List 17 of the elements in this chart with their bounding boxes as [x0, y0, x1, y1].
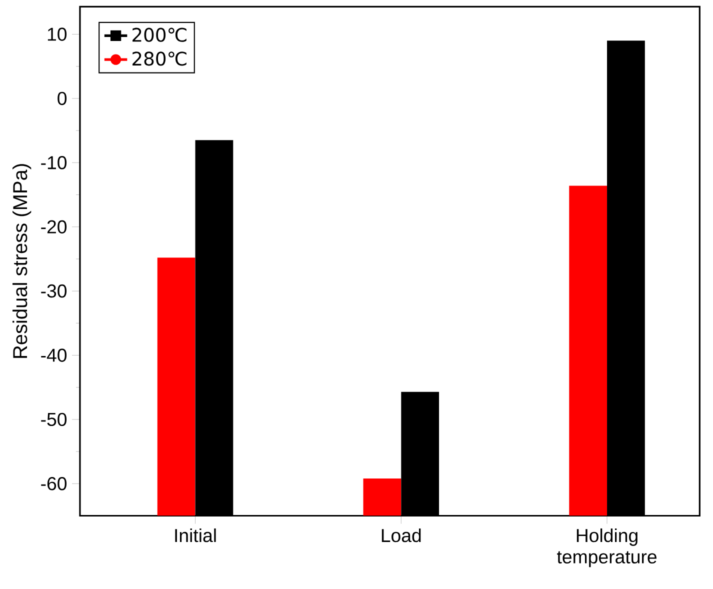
y-tick-label: -30	[41, 284, 67, 298]
x-tick-label: Initial	[175, 528, 216, 542]
y-axis-title: Residual stress (MPa)	[12, 164, 32, 358]
y-tick-label: -20	[41, 220, 67, 234]
bar	[363, 478, 402, 516]
x-tick-label: Load	[382, 528, 421, 542]
legend-label: 200℃	[132, 28, 186, 42]
bar	[157, 258, 196, 516]
legend-label: 280℃	[132, 52, 186, 66]
y-tick-label: -60	[41, 477, 67, 490]
y-tick-label: -10	[41, 156, 67, 170]
x-tick-label: Holding temperature	[557, 528, 656, 568]
y-tick-label: 10	[48, 28, 67, 41]
y-tick-label: 0	[58, 92, 67, 106]
bar	[569, 186, 608, 516]
y-tick-label: -50	[41, 412, 67, 426]
y-tick-label: -40	[41, 348, 67, 362]
